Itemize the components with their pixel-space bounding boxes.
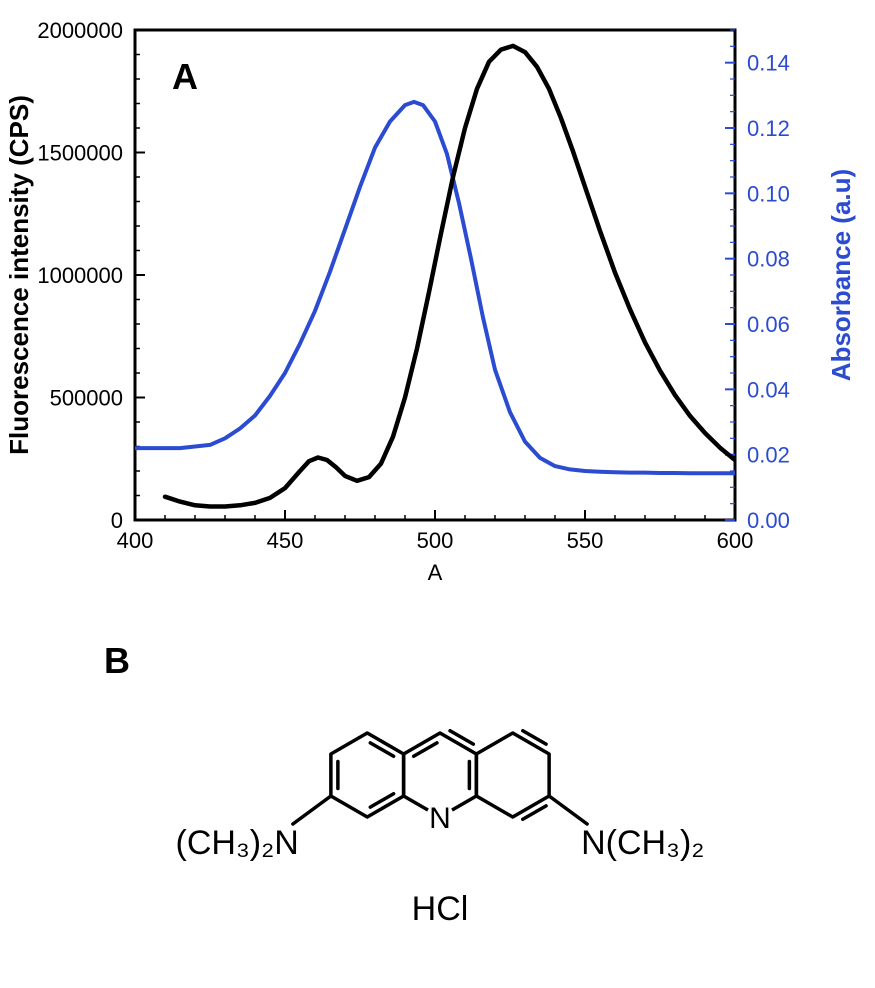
svg-text:0.06: 0.06 [747,312,790,337]
svg-text:550: 550 [567,528,604,553]
svg-text:0.10: 0.10 [747,181,790,206]
page: 400450500550600A050000010000001500000200… [0,0,875,988]
svg-text:Fluorescence intensity (CPS): Fluorescence intensity (CPS) [4,95,34,455]
svg-text:HCl: HCl [412,890,469,928]
svg-text:0.02: 0.02 [747,443,790,468]
svg-text:500: 500 [417,528,454,553]
svg-text:0.08: 0.08 [747,247,790,272]
panel-b-label: B [104,640,130,682]
svg-text:0.12: 0.12 [747,116,790,141]
svg-text:2000000: 2000000 [37,18,123,43]
svg-text:1000000: 1000000 [37,263,123,288]
svg-text:0: 0 [111,508,123,533]
panel-a: 400450500550600A050000010000001500000200… [0,0,875,605]
svg-text:N(CH₃)₂: N(CH₃)₂ [581,824,704,862]
svg-text:A: A [172,56,198,97]
svg-text:A: A [428,560,443,585]
svg-text:1500000: 1500000 [37,141,123,166]
svg-text:0.00: 0.00 [747,508,790,533]
svg-text:0.04: 0.04 [747,377,790,402]
svg-text:500000: 500000 [50,386,123,411]
chemical-structure: N (CH₃)₂N N(CH₃)₂ HCl [110,685,770,975]
spectra-chart: 400450500550600A050000010000001500000200… [0,0,875,605]
svg-text:0.14: 0.14 [747,51,790,76]
svg-text:(CH₃)₂N: (CH₃)₂N [176,824,299,862]
svg-text:N: N [429,802,451,835]
svg-text:450: 450 [267,528,304,553]
svg-text:Absorbance (a.u): Absorbance (a.u) [826,169,856,381]
